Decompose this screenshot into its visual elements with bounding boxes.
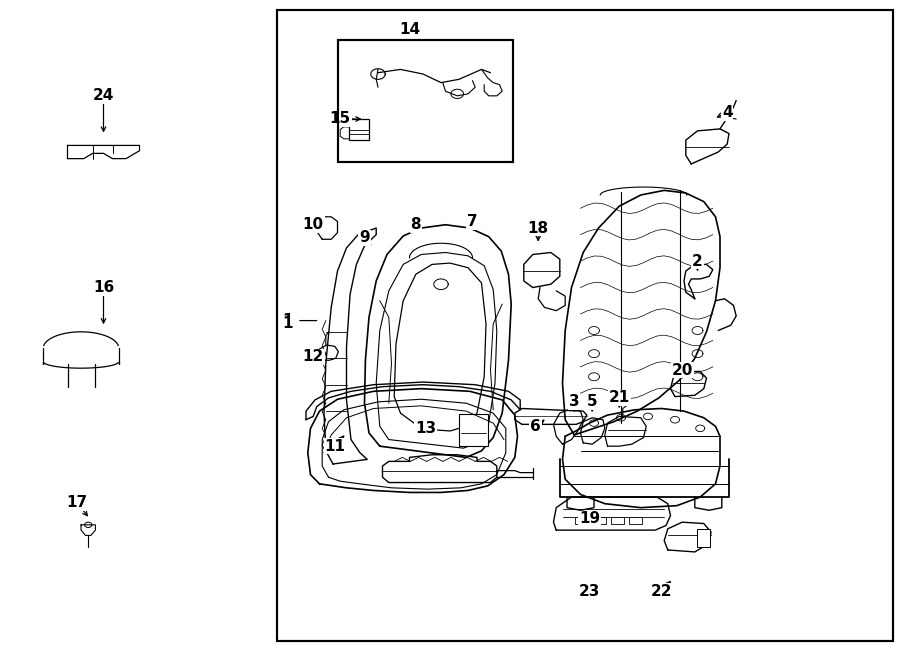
- Bar: [277, 10, 893, 641]
- Bar: [629, 517, 642, 524]
- Bar: [338, 40, 513, 162]
- Bar: [349, 119, 369, 140]
- Text: 10: 10: [302, 217, 324, 232]
- Text: 16: 16: [93, 280, 114, 295]
- Text: 6: 6: [530, 419, 541, 434]
- Text: 1: 1: [282, 313, 292, 328]
- Text: 12: 12: [302, 350, 324, 364]
- Text: 21: 21: [608, 391, 630, 405]
- Text: 23: 23: [579, 584, 600, 599]
- Bar: [593, 517, 606, 524]
- Text: 22: 22: [651, 584, 672, 599]
- Bar: [277, 10, 893, 641]
- Text: 9: 9: [359, 231, 370, 245]
- Text: 15: 15: [329, 112, 351, 126]
- Text: 17: 17: [66, 495, 87, 510]
- Text: 19: 19: [579, 512, 600, 526]
- Text: 13: 13: [415, 421, 436, 436]
- Text: 8: 8: [410, 217, 421, 232]
- Bar: [459, 414, 488, 446]
- Text: 20: 20: [671, 363, 693, 377]
- Text: 3: 3: [569, 395, 580, 409]
- Text: 18: 18: [527, 221, 549, 235]
- Bar: [611, 517, 624, 524]
- Text: 5: 5: [587, 395, 598, 409]
- Text: 11: 11: [324, 439, 346, 453]
- Text: 1: 1: [282, 317, 292, 331]
- Bar: [697, 529, 710, 547]
- Text: 4: 4: [722, 105, 733, 120]
- Text: 2: 2: [692, 254, 703, 268]
- Bar: [575, 517, 588, 524]
- Text: 24: 24: [93, 89, 114, 103]
- Text: 14: 14: [399, 22, 420, 37]
- Text: 7: 7: [467, 214, 478, 229]
- Bar: [338, 40, 513, 162]
